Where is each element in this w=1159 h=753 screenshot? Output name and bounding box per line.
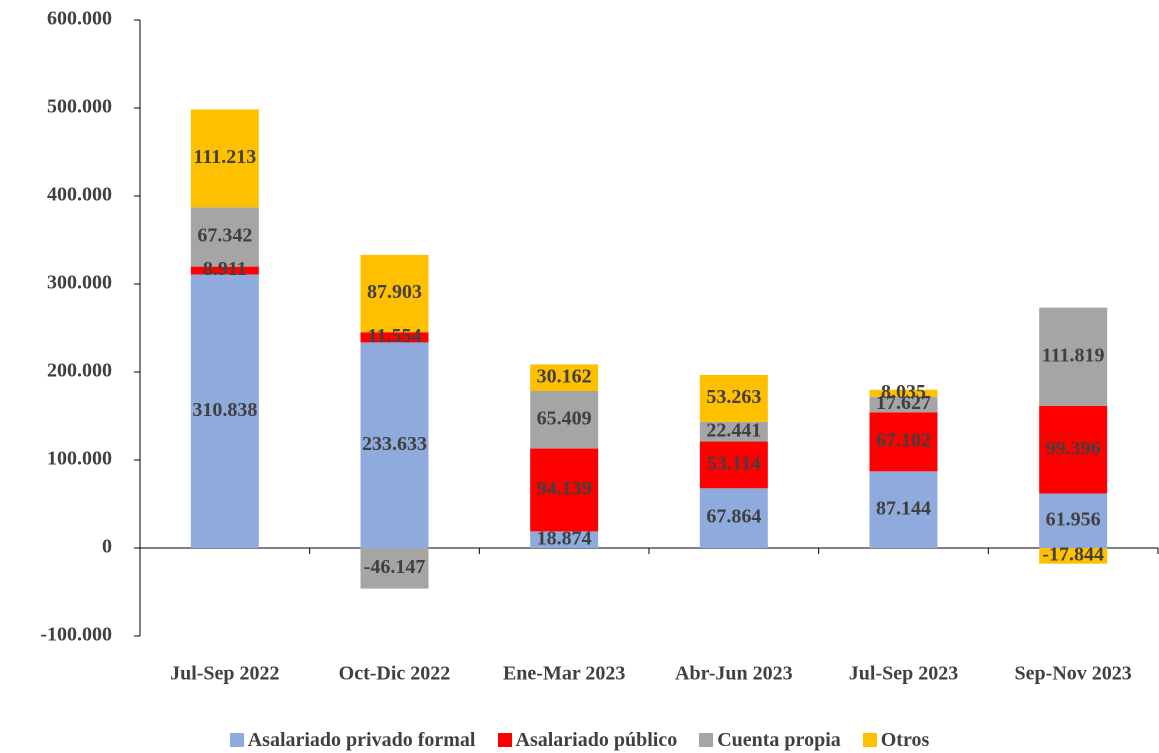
- data-label: 99.396: [1046, 437, 1101, 459]
- legend-swatch: [497, 733, 512, 747]
- x-tick-label: Ene-Mar 2023: [503, 663, 625, 685]
- plot: -100.000 0 100.000 200.000 300.000 400.000 500…: [40, 8, 1159, 685]
- x-tick-label: Oct-Dic 2022: [339, 663, 451, 685]
- bar-segment: [530, 531, 599, 548]
- y-tick-label: 600.000: [47, 8, 112, 30]
- data-label: 17.627: [876, 392, 931, 414]
- bar-segment: [190, 266, 259, 275]
- legend-item: Asalariado privado formal: [229, 728, 476, 752]
- data-label: 8.035: [881, 381, 926, 403]
- bar-segment: [360, 548, 429, 589]
- legend-swatch: [699, 733, 714, 747]
- data-label: 22.441: [706, 419, 761, 441]
- bar-segment: [360, 254, 429, 333]
- data-label: 87.903: [367, 281, 422, 303]
- y-tick-label: 300.000: [47, 272, 112, 294]
- bar-segment: [699, 441, 768, 489]
- legend-label: Otros: [880, 728, 930, 751]
- data-label: 233.633: [362, 433, 427, 455]
- y-tick-label: 400.000: [47, 184, 112, 206]
- data-label: 53.263: [706, 386, 761, 408]
- legend-swatch: [229, 733, 244, 747]
- bar-segment: [699, 421, 768, 442]
- bar-segment: [869, 396, 938, 413]
- legend-label: Cuenta propia: [717, 728, 841, 751]
- data-label: 67.342: [197, 225, 252, 247]
- data-label: 65.409: [537, 407, 592, 429]
- bar-segment: [190, 207, 259, 267]
- bar-segment: [530, 364, 599, 391]
- bar-segment: [190, 274, 259, 548]
- data-label: 30.162: [537, 365, 592, 387]
- legend-item: Otros: [862, 728, 930, 752]
- bar-segment: [869, 389, 938, 397]
- data-label: 111.213: [193, 146, 256, 168]
- legend-label: Asalariado público: [515, 728, 678, 751]
- bar-segment: [1039, 493, 1108, 548]
- y-tick-label: 0: [102, 536, 112, 558]
- x-tick-label: Jul-Sep 2022: [170, 663, 279, 685]
- data-label: 87.144: [876, 497, 931, 519]
- data-label: -17.844: [1042, 543, 1104, 565]
- data-label: 53.114: [707, 453, 761, 475]
- bar-segment: [1039, 406, 1108, 494]
- bar-segment: [360, 342, 429, 548]
- y-tick-label: 100.000: [47, 448, 112, 470]
- legend-label: Asalariado privado formal: [247, 728, 476, 751]
- x-tick-label: Abr-Jun 2023: [675, 663, 793, 685]
- data-label: 67.864: [706, 506, 761, 528]
- y-tick-label: 200.000: [47, 360, 112, 382]
- bar-segment: [1039, 307, 1108, 407]
- y-tick-label: -100.000: [40, 624, 112, 646]
- data-label: -46.147: [364, 556, 426, 578]
- data-label: 111.819: [1042, 344, 1105, 366]
- data-label: 94.139: [537, 478, 592, 500]
- x-tick-label: Sep-Nov 2023: [1015, 663, 1132, 685]
- data-label: 11.554: [368, 325, 422, 347]
- bar-segment: [869, 471, 938, 548]
- data-label: 310.838: [192, 399, 257, 421]
- bar-segment: [699, 488, 768, 548]
- data-label: 61.956: [1046, 508, 1101, 530]
- bar-segment: [190, 109, 259, 208]
- bar-segment: [699, 374, 768, 422]
- bar-segment: [530, 390, 599, 449]
- y-tick-label: 500.000: [47, 96, 112, 118]
- legend-item: Asalariado público: [497, 728, 678, 752]
- bar-segment: [1039, 548, 1108, 564]
- legend-item: Cuenta propia: [699, 728, 841, 752]
- data-label: 18.874: [537, 527, 592, 549]
- data-label: 8.911: [203, 258, 247, 280]
- bar-segment: [869, 412, 938, 472]
- data-label: 67.102: [876, 429, 931, 451]
- x-tick-label: Jul-Sep 2023: [849, 663, 958, 685]
- legend-swatch: [862, 733, 877, 747]
- bar-segment: [530, 448, 599, 532]
- bar-segment: [360, 332, 429, 343]
- legend: Asalariado privado formal Asalariado públ…: [0, 728, 1159, 752]
